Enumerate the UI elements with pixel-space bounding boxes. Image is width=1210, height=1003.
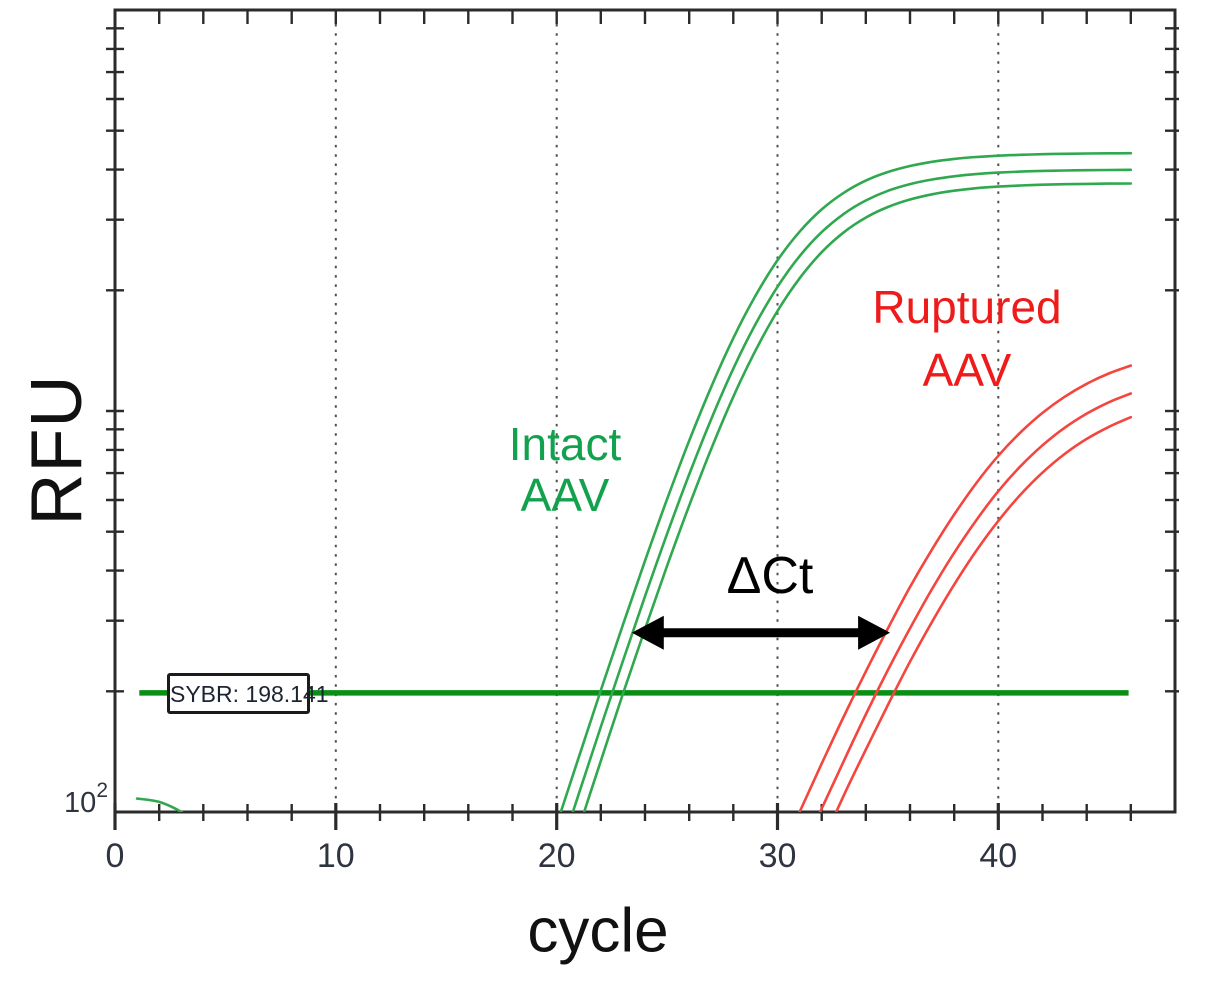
intact-aav-label-line2: AAV (520, 469, 610, 521)
ruptured-aav-label-line1: Ruptured (872, 281, 1062, 333)
x-axis-title: cycle (527, 896, 669, 966)
series-ruptured-aav-rep2 (818, 392, 1133, 812)
x-tick-label-40: 40 (979, 837, 1018, 875)
curves-group (135, 151, 1133, 812)
series-intact-aav-rep2 (571, 168, 1133, 812)
y-bottom-exponent: 2 (96, 779, 108, 802)
threshold-label: SYBR: 198.141 (167, 673, 329, 714)
x-tick-label-10: 10 (316, 837, 355, 875)
y-axis-title: RFU (17, 374, 97, 526)
series-ruptured-aav-rep3 (834, 415, 1133, 812)
x-tick-label-30: 30 (758, 837, 797, 875)
ruptured-aav-label-line2: AAV (922, 344, 1012, 396)
series-ruptured-aav-rep1 (798, 364, 1133, 812)
series-baseline-artifact (135, 797, 184, 812)
x-tick-label-20: 20 (537, 837, 576, 875)
y-axis-bottom-tick-label: 102 (52, 779, 108, 820)
delta-ct-label: ΔCt (726, 547, 814, 605)
intact-aav-label: Intact AAV (509, 419, 622, 521)
y-bottom-base: 10 (64, 787, 97, 819)
delta-ct-arrow (631, 615, 891, 650)
x-tick-label-0: 0 (105, 837, 125, 875)
intact-aav-label-line1: Intact (508, 418, 622, 470)
ruptured-aav-label: Ruptured AAV (872, 276, 1061, 402)
series-intact-aav-rep1 (559, 151, 1133, 812)
